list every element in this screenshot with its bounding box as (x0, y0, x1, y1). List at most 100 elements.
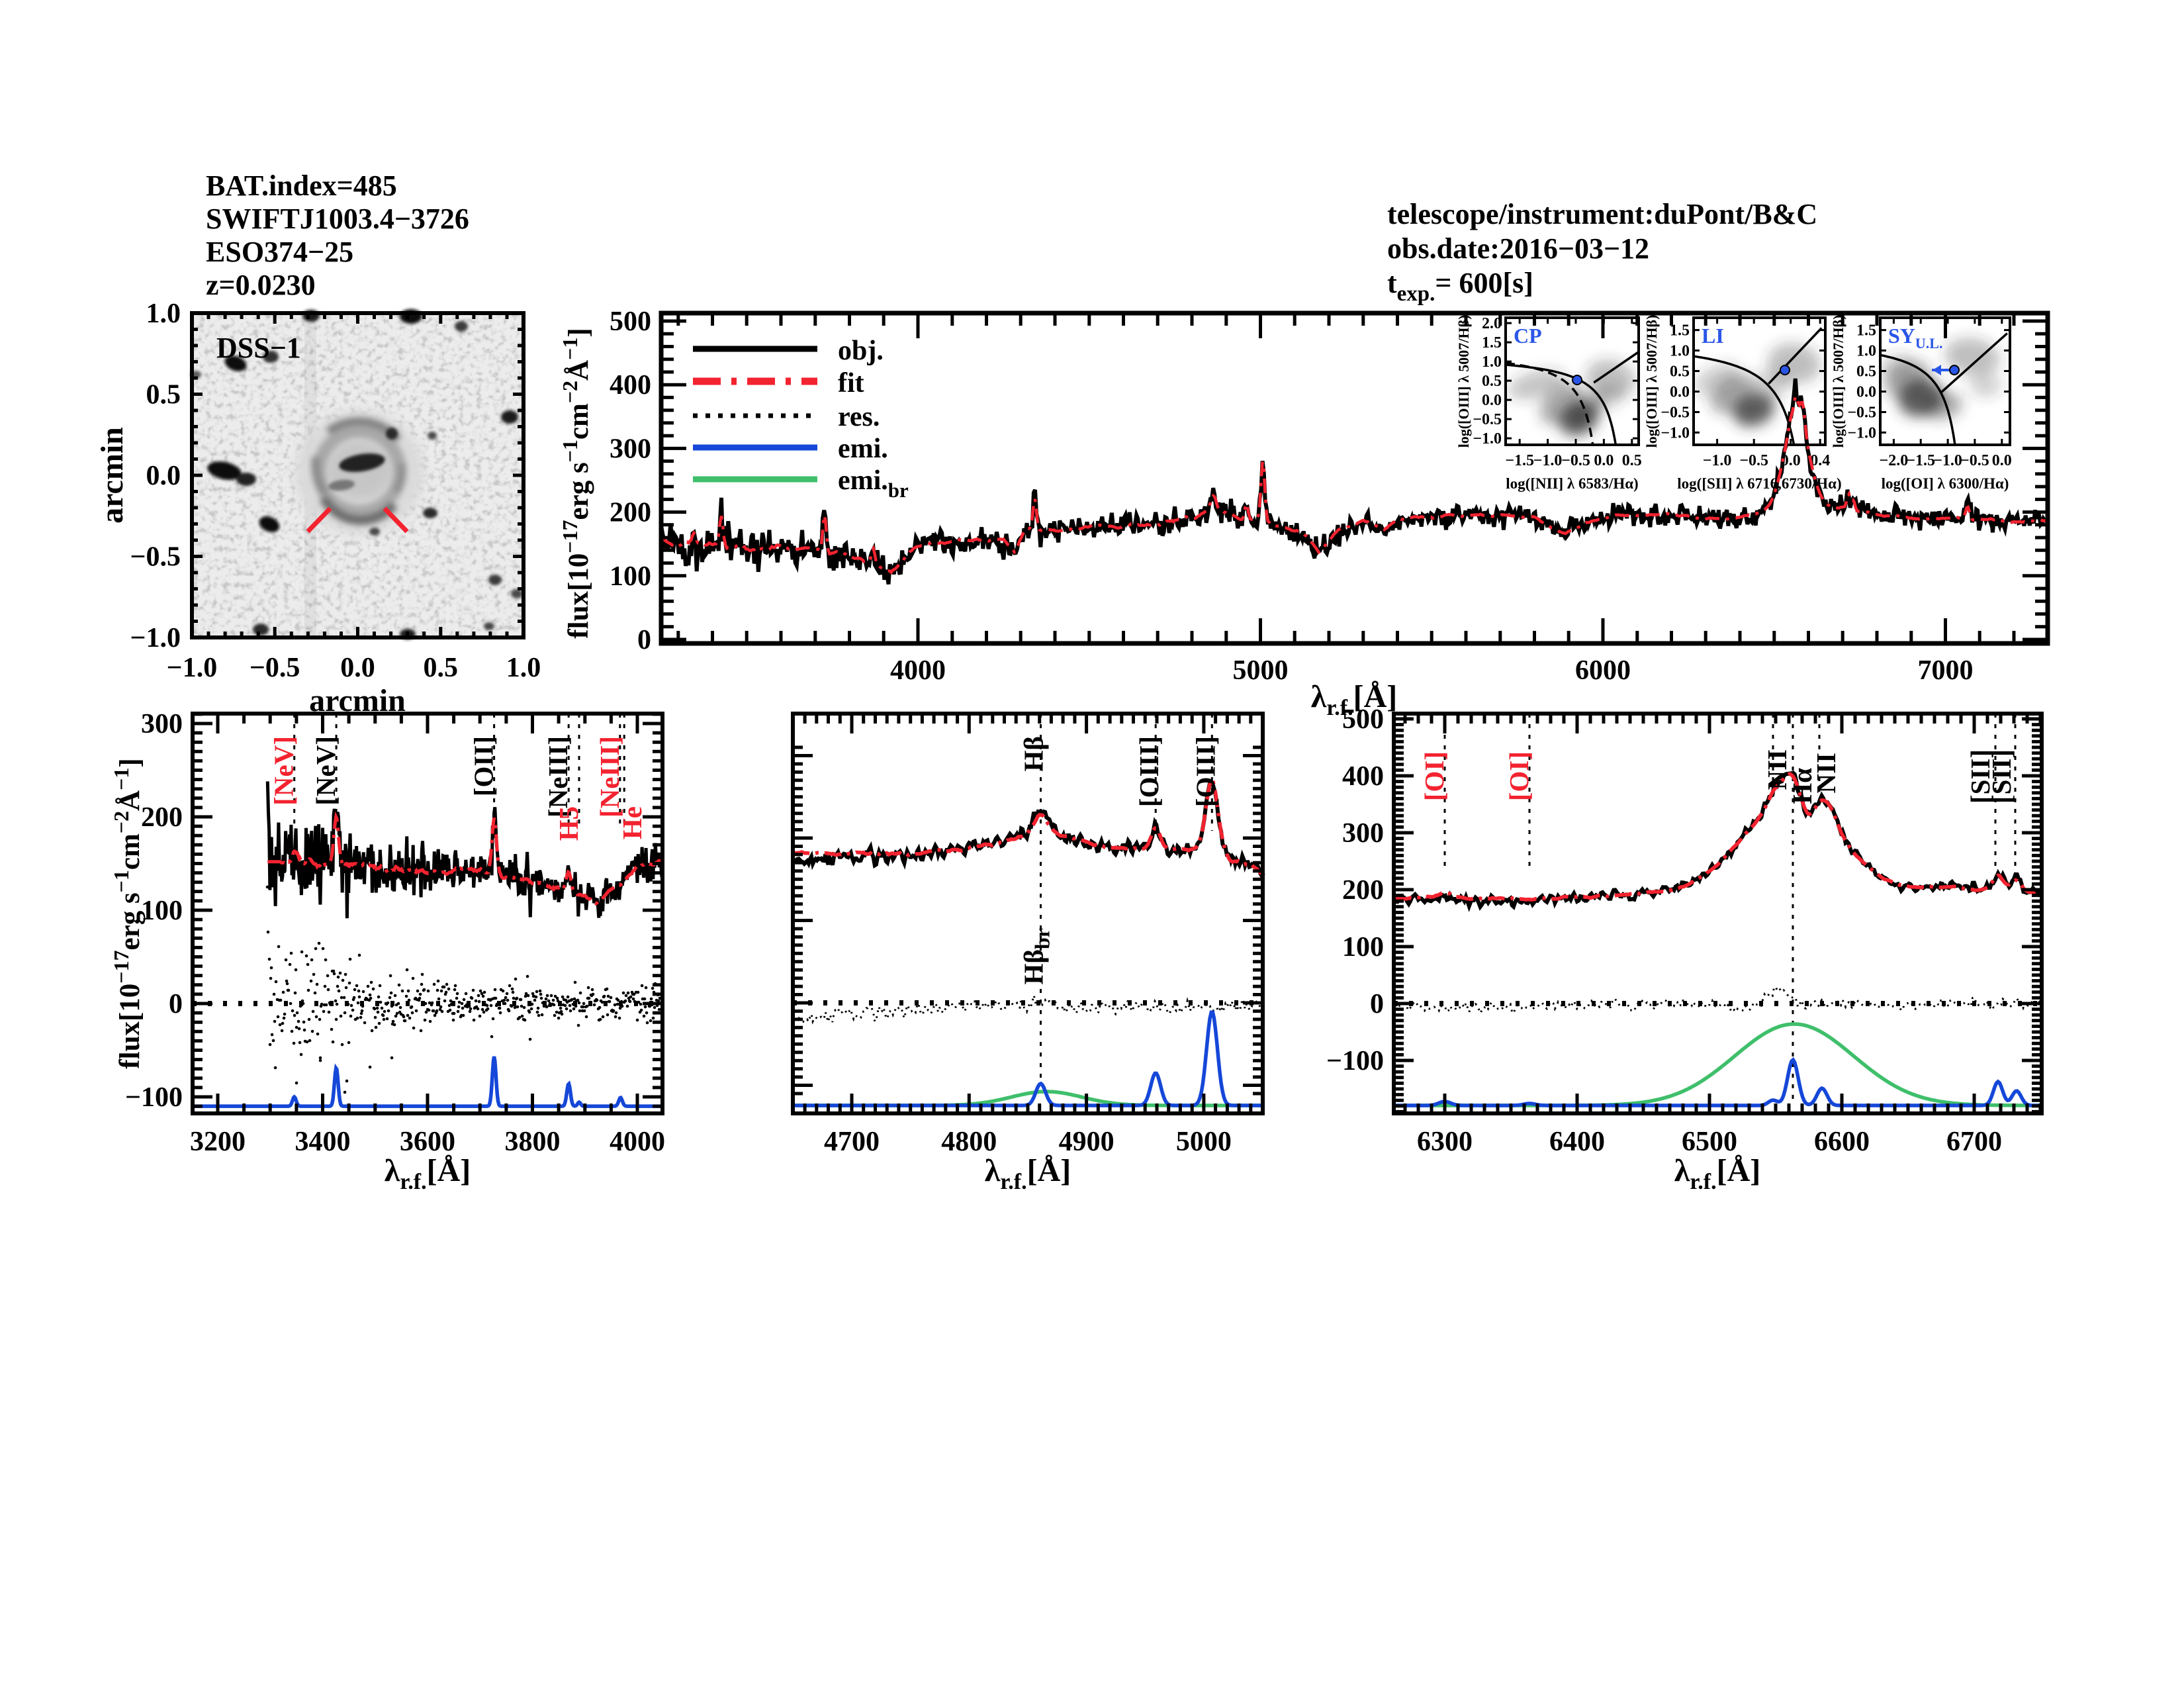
svg-text:[OI]: [OI] (1419, 751, 1449, 801)
svg-text:telescope/instrument:duPont/B&: telescope/instrument:duPont/B&C (1387, 198, 1817, 230)
svg-text:−100: −100 (1326, 1046, 1384, 1076)
svg-text:−1.5: −1.5 (1505, 452, 1534, 469)
svg-text:−1.0: −1.0 (130, 623, 181, 653)
svg-text:[NeV]: [NeV] (310, 736, 341, 806)
svg-text:100: 100 (141, 896, 183, 926)
svg-text:−1.5: −1.5 (1906, 452, 1935, 469)
svg-text:4900: 4900 (1059, 1127, 1115, 1157)
svg-text:100: 100 (1342, 932, 1384, 962)
svg-text:Hα: Hα (1787, 768, 1817, 804)
svg-text:0.0: 0.0 (340, 653, 375, 683)
svg-text:3800: 3800 (505, 1127, 561, 1157)
svg-text:−1.0: −1.0 (1933, 452, 1962, 469)
svg-text:300: 300 (610, 434, 651, 464)
svg-text:−0.5: −0.5 (250, 653, 300, 683)
svg-text:4700: 4700 (824, 1127, 880, 1157)
svg-text:λr.f.[Å]: λr.f.[Å] (1674, 1153, 1761, 1194)
svg-text:obj.: obj. (838, 336, 884, 366)
svg-text:0.0: 0.0 (1856, 384, 1876, 401)
svg-text:200: 200 (1342, 875, 1384, 906)
svg-text:2.0: 2.0 (1482, 315, 1502, 332)
svg-text:3400: 3400 (295, 1127, 351, 1157)
svg-text:−0.5: −0.5 (1661, 404, 1690, 422)
svg-text:1.0: 1.0 (1856, 343, 1876, 360)
svg-text:log([OI] λ 6300/Hα): log([OI] λ 6300/Hα) (1882, 475, 2009, 492)
svg-text:NII: NII (1762, 749, 1792, 790)
svg-text:Hβ: Hβ (1019, 736, 1049, 772)
svg-text:[SII]: [SII] (1965, 749, 1995, 804)
svg-text:SWIFTJ1003.4−3726: SWIFTJ1003.4−3726 (206, 203, 469, 235)
svg-text:NII: NII (1811, 753, 1841, 794)
svg-text:0.0: 0.0 (1594, 452, 1614, 469)
svg-text:5000: 5000 (1233, 655, 1289, 686)
svg-text:flux[10−17erg s−1cm−2Å−1]: flux[10−17erg s−1cm−2Å−1] (558, 328, 594, 638)
svg-text:obs.date:2016−03−12: obs.date:2016−03−12 (1387, 232, 1649, 265)
svg-text:res.: res. (838, 402, 880, 432)
svg-text:z=0.0230: z=0.0230 (206, 269, 316, 301)
svg-text:CP: CP (1514, 324, 1542, 348)
svg-text:0: 0 (1370, 989, 1384, 1019)
svg-text:−2.0: −2.0 (1880, 452, 1909, 469)
svg-text:BAT.index=485: BAT.index=485 (206, 169, 397, 202)
svg-text:1.0: 1.0 (1670, 343, 1690, 360)
svg-text:−1.0: −1.0 (1473, 430, 1502, 447)
svg-text:500: 500 (610, 306, 651, 337)
svg-text:[OIII]: [OIII] (1134, 736, 1164, 807)
svg-text:−1.0: −1.0 (1533, 452, 1563, 469)
svg-text:500: 500 (1342, 704, 1384, 735)
svg-text:200: 200 (610, 498, 651, 528)
svg-text:1.5: 1.5 (1482, 334, 1502, 352)
svg-text:log([OIII] λ 5007/Hβ): log([OIII] λ 5007/Hβ) (1455, 315, 1472, 448)
svg-text:log([OIII] λ 5007/Hβ): log([OIII] λ 5007/Hβ) (1830, 315, 1846, 448)
svg-text:λr.f.[Å]: λr.f.[Å] (385, 1153, 471, 1194)
svg-text:−0.5: −0.5 (1473, 411, 1502, 428)
svg-text:[SII]: [SII] (1986, 749, 2017, 804)
svg-text:0.5: 0.5 (1482, 373, 1502, 390)
svg-text:0.0: 0.0 (1482, 392, 1502, 409)
svg-text:λr.f.[Å]: λr.f.[Å] (1311, 679, 1398, 720)
svg-text:[NeV]: [NeV] (269, 736, 299, 806)
svg-text:ESO374−25: ESO374−25 (206, 236, 353, 268)
svg-text:4000: 4000 (610, 1127, 665, 1157)
svg-text:0.5: 0.5 (424, 653, 459, 683)
svg-text:−0.5: −0.5 (1847, 404, 1876, 422)
svg-text:7000: 7000 (1918, 655, 1974, 686)
svg-text:LI: LI (1702, 324, 1724, 348)
svg-text:5000: 5000 (1176, 1127, 1232, 1157)
svg-text:0.5: 0.5 (1856, 363, 1876, 381)
svg-text:−0.5: −0.5 (1960, 452, 1989, 469)
svg-text:arcmin: arcmin (95, 427, 130, 524)
svg-text:0: 0 (169, 989, 183, 1019)
svg-text:6400: 6400 (1549, 1127, 1605, 1157)
svg-text:[OII]: [OII] (469, 736, 499, 796)
svg-text:6700: 6700 (1946, 1127, 2002, 1157)
svg-text:1.5: 1.5 (1856, 322, 1876, 340)
svg-text:−0.5: −0.5 (1739, 452, 1768, 469)
svg-text:−1.0: −1.0 (167, 653, 217, 683)
svg-text:fit: fit (838, 368, 864, 399)
svg-text:6000: 6000 (1575, 655, 1631, 686)
svg-text:−1.0: −1.0 (1661, 424, 1690, 442)
svg-text:−0.5: −0.5 (130, 542, 181, 573)
svg-text:DSS−1: DSS−1 (216, 332, 301, 364)
svg-text:0.0: 0.0 (1670, 384, 1690, 401)
svg-text:4000: 4000 (890, 655, 946, 686)
svg-text:H5: H5 (553, 806, 584, 841)
svg-text:He: He (617, 806, 647, 839)
svg-text:1.0: 1.0 (146, 299, 181, 329)
svg-text:log([OIII] λ 5007/Hβ): log([OIII] λ 5007/Hβ) (1643, 315, 1660, 448)
svg-text:100: 100 (610, 561, 651, 592)
svg-text:300: 300 (141, 709, 183, 739)
svg-text:0.5: 0.5 (1670, 363, 1690, 381)
svg-text:0.5: 0.5 (1622, 452, 1642, 469)
svg-text:6600: 6600 (1814, 1127, 1870, 1157)
svg-text:4800: 4800 (941, 1127, 997, 1157)
svg-text:400: 400 (1342, 761, 1384, 792)
svg-text:0.0: 0.0 (146, 461, 181, 491)
svg-text:−100: −100 (125, 1082, 183, 1113)
svg-text:400: 400 (610, 370, 651, 400)
svg-text:300: 300 (1342, 818, 1384, 849)
svg-text:[OIII]: [OIII] (1190, 736, 1220, 807)
svg-text:0: 0 (637, 625, 651, 655)
svg-text:1.0: 1.0 (1482, 353, 1502, 371)
